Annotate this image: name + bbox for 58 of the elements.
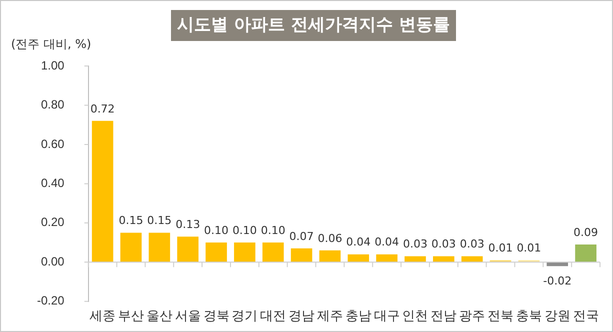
- x-tick-label: 전남: [430, 308, 457, 323]
- y-tick-label: 0.00: [40, 254, 65, 268]
- data-label: 0.10: [232, 224, 257, 237]
- data-label: 0.03: [431, 238, 456, 251]
- data-label: 0.10: [204, 224, 229, 237]
- x-tick-label: 울산: [146, 308, 172, 323]
- data-label: 0.01: [488, 242, 513, 255]
- data-label: 0.10: [260, 224, 286, 237]
- data-label: 0.01: [516, 242, 542, 255]
- data-label: 0.07: [289, 230, 314, 243]
- bar: [92, 120, 114, 262]
- y-tick-label: 0.60: [40, 136, 65, 151]
- x-tick-label: 충북: [516, 308, 542, 323]
- data-label: 0.04: [374, 236, 400, 249]
- x-tick-label: 광주: [459, 308, 486, 323]
- bar: [290, 248, 312, 262]
- y-tick-label: 0.80: [40, 98, 65, 112]
- data-label: 0.06: [318, 232, 342, 245]
- y-tick-label: -0.20: [36, 294, 65, 308]
- x-tick-label: 경기: [232, 308, 258, 323]
- x-tick-label: 제주: [316, 308, 343, 323]
- bar: [546, 262, 568, 266]
- bar: [575, 244, 596, 262]
- data-label: 0.15: [118, 214, 144, 228]
- x-tick-label: 전국: [572, 308, 599, 323]
- data-label: 0.13: [176, 218, 200, 232]
- x-tick-label: 경남: [288, 308, 315, 323]
- x-tick-label: 대전: [260, 308, 286, 323]
- x-tick-label: 세종: [90, 308, 116, 323]
- chart-title: 시도별 아파트 전세가격지수 변동률: [171, 10, 456, 41]
- x-tick-label: 강원: [544, 308, 570, 323]
- bar: [120, 232, 142, 262]
- x-tick-label: 서울: [174, 308, 201, 323]
- data-label: 0.03: [460, 238, 484, 251]
- data-label: 0.09: [574, 226, 598, 239]
- x-tick-label: 부산: [118, 308, 144, 323]
- y-tick-label: 1.00: [40, 58, 65, 72]
- data-label: 0.04: [346, 236, 371, 249]
- bar: [376, 254, 398, 262]
- x-tick-label: 대구: [374, 308, 400, 323]
- data-label: 0.03: [402, 238, 428, 251]
- data-label: -0.02: [543, 274, 572, 288]
- data-label: 0.72: [90, 102, 115, 116]
- bar: [348, 254, 370, 262]
- y-tick-label: 0.40: [40, 176, 65, 190]
- bar: [234, 242, 256, 262]
- x-tick-label: 충남: [345, 308, 372, 323]
- x-tick-label: 전북: [488, 308, 514, 323]
- x-tick-label: 경북: [203, 308, 230, 323]
- bar: [177, 236, 198, 262]
- x-tick-label: 인천: [402, 308, 428, 323]
- bar: [206, 242, 227, 262]
- y-tick-label: 0.20: [40, 215, 65, 230]
- bar: [319, 250, 341, 262]
- y-axis-title: (전주 대비, %): [11, 36, 92, 53]
- data-label: 0.15: [147, 214, 172, 228]
- bar: [148, 232, 170, 262]
- bar: [262, 242, 284, 262]
